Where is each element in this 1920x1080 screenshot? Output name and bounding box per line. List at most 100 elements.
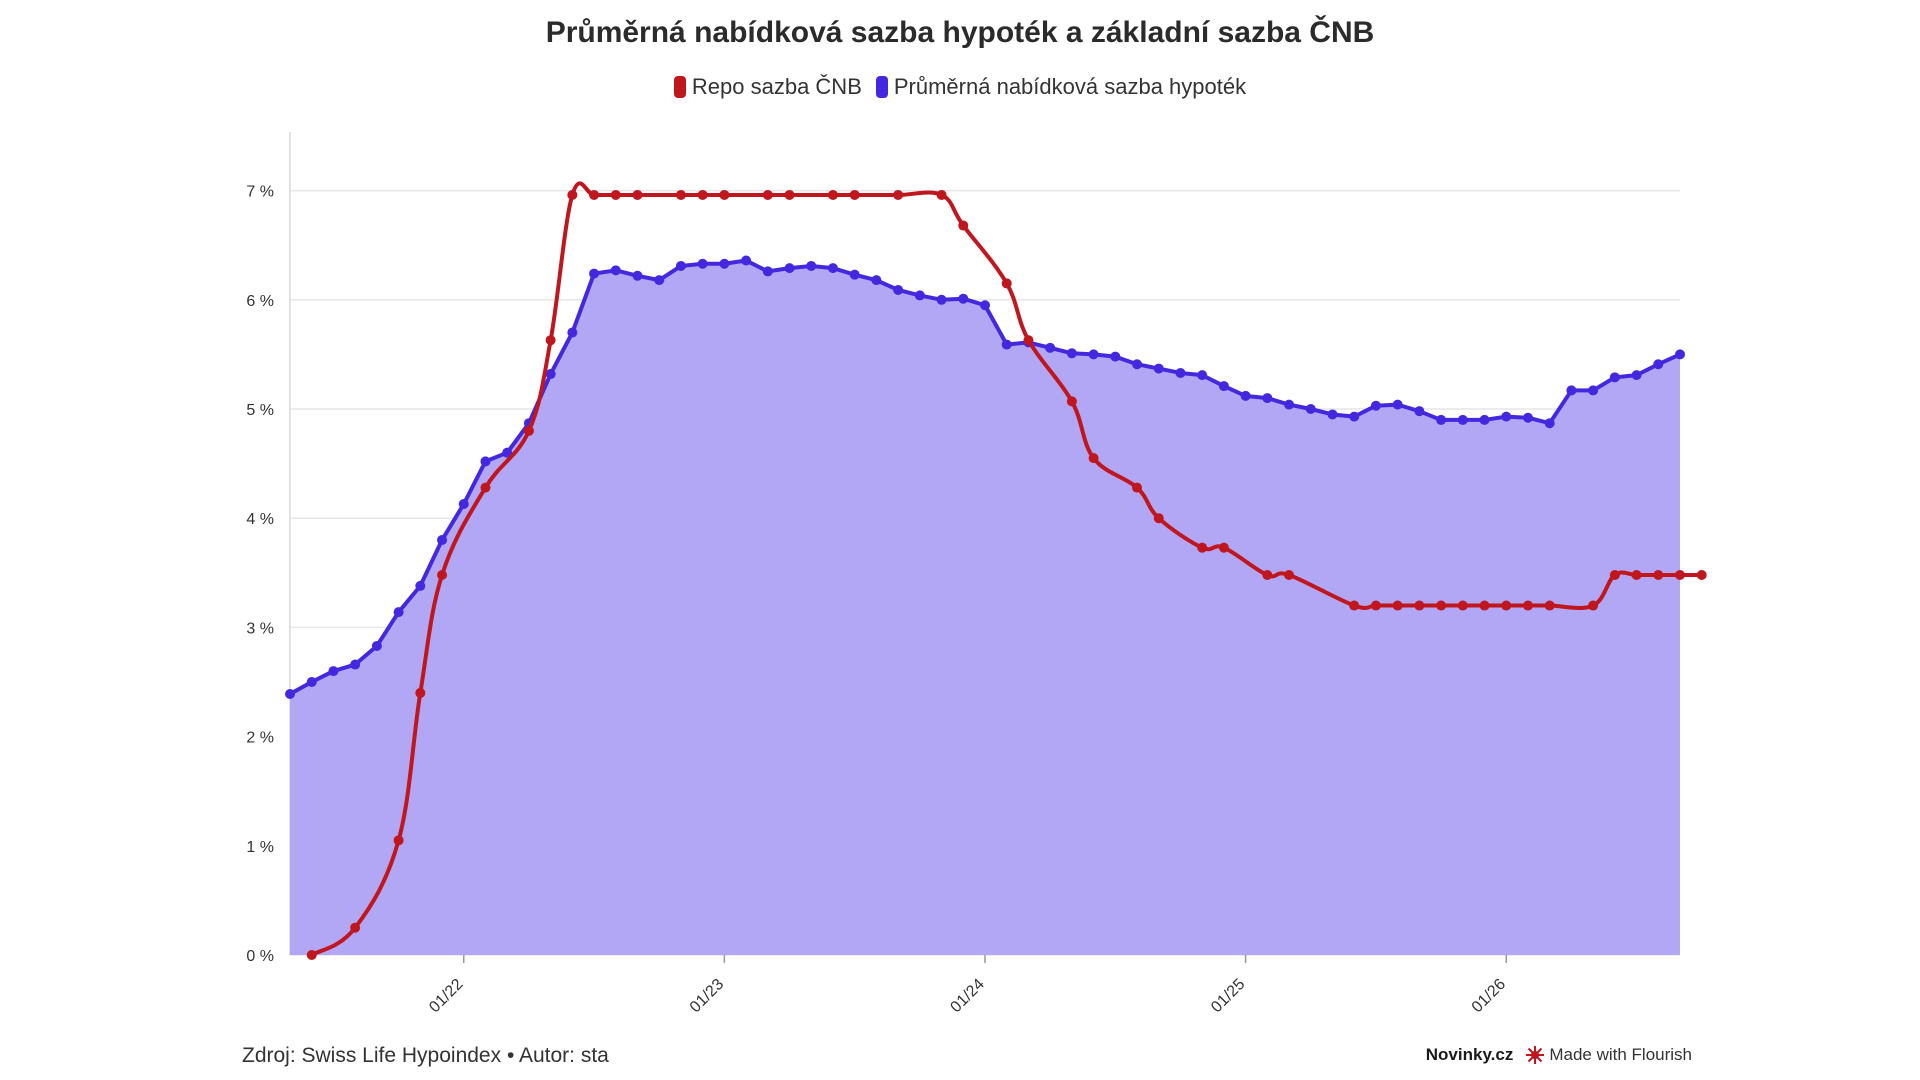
mortgage-point [762, 266, 773, 277]
mortgage-point [1501, 411, 1512, 422]
mortgage-point [741, 255, 752, 266]
mortgage-point [1262, 393, 1273, 404]
x-tick-label: 01/24 [947, 976, 987, 1016]
repo-point [1544, 600, 1555, 611]
repo-point [827, 189, 838, 200]
y-tick-label: 5 % [246, 402, 274, 419]
mortgage-point [1240, 390, 1251, 401]
repo-point [1023, 335, 1034, 346]
mortgage-point [437, 535, 448, 546]
mortgage-point [675, 260, 686, 271]
repo-point [1501, 600, 1512, 611]
mortgage-point [458, 499, 469, 510]
mortgage-point [697, 258, 708, 269]
mortgage-point [1045, 342, 1056, 353]
repo-point [1262, 569, 1273, 580]
mortgage-point [306, 677, 317, 687]
mortgage-point [1218, 381, 1229, 392]
repo-point [415, 687, 426, 698]
mortgage-point [980, 300, 990, 311]
repo-point [762, 189, 773, 200]
mortgage-point [1544, 418, 1555, 429]
mortgage-point [1175, 367, 1186, 378]
repo-point [1522, 600, 1533, 611]
mortgage-point [610, 265, 621, 276]
y-tick-label: 6 % [246, 293, 274, 310]
mortgage-point [480, 456, 491, 467]
mortgage-point [350, 659, 361, 670]
mortgage-point [1675, 349, 1685, 360]
mortgage-point [654, 275, 665, 286]
mortgage-point [1588, 385, 1599, 396]
repo-point [893, 189, 904, 200]
legend-item-mortgage[interactable]: Průměrná nabídková sazba hypoték [875, 74, 1247, 100]
repo-point [1392, 600, 1403, 611]
mortgage-point [1197, 370, 1208, 381]
flourish-credit[interactable]: Made with Flourish [1525, 1045, 1692, 1065]
mortgage-point [1088, 349, 1099, 360]
repo-point [306, 950, 317, 960]
repo-point [849, 189, 860, 200]
plot-area [285, 181, 1707, 960]
mortgage-point [393, 607, 404, 618]
repo-point [567, 189, 578, 200]
repo-point [1436, 600, 1447, 611]
brand-logo[interactable]: Novinky.cz [1425, 1045, 1514, 1064]
mortgage-point [784, 263, 795, 274]
repo-point [393, 835, 404, 846]
repo-point [1609, 569, 1620, 580]
x-tick-label: 01/25 [1208, 976, 1248, 1016]
legend-swatch-mortgage [875, 76, 888, 98]
mortgage-point [936, 294, 947, 305]
repo-point [545, 335, 556, 346]
legend-label-mortgage: Průměrná nabídková sazba hypoték [893, 74, 1247, 99]
y-tick-label: 0 % [246, 948, 274, 965]
mortgage-point [1132, 359, 1143, 370]
mortgage-point [1110, 351, 1121, 362]
x-tick-label: 01/26 [1469, 976, 1509, 1016]
repo-point [1066, 396, 1077, 407]
repo-point [1653, 569, 1664, 580]
repo-point [437, 569, 448, 580]
repo-point [1457, 600, 1468, 611]
mortgage-point [871, 275, 882, 286]
mortgage-point [1436, 414, 1447, 425]
y-tick-label: 7 % [246, 184, 274, 201]
mortgage-point [371, 640, 382, 651]
repo-point [480, 482, 491, 493]
repo-point [697, 189, 708, 200]
repo-point [1001, 278, 1012, 289]
mortgage-point [1566, 385, 1577, 396]
mortgage-point [893, 284, 904, 295]
mortgage-point [1153, 363, 1164, 374]
mortgage-point [1414, 406, 1425, 417]
legend-label-repo: Repo sazba ČNB [691, 74, 862, 99]
repo-point [1696, 569, 1707, 580]
repo-point [1588, 600, 1599, 611]
y-tick-label: 4 % [246, 511, 274, 528]
mortgage-point [1349, 411, 1360, 422]
repo-point [1479, 600, 1490, 611]
repo-point [1132, 482, 1143, 493]
legend-item-repo[interactable]: Repo sazba ČNB [673, 74, 862, 100]
repo-point [719, 189, 730, 200]
mortgage-point [914, 290, 925, 301]
legend-swatch-repo [673, 76, 686, 98]
mortgage-point [502, 447, 513, 458]
mortgage-point [1457, 414, 1468, 425]
mortgage-area [290, 260, 1680, 955]
mortgage-point [1479, 414, 1490, 425]
repo-point [1349, 600, 1360, 611]
repo-point [1153, 513, 1164, 524]
chart-title: Průměrná nabídková sazba hypoték a zákla… [545, 16, 1375, 49]
mortgage-point [1609, 372, 1620, 383]
mortgage-point [1305, 404, 1316, 414]
repo-point [936, 189, 947, 200]
repo-point [589, 189, 600, 200]
repo-point [1675, 569, 1685, 580]
mortgage-point [1066, 348, 1077, 359]
mortgage-point [719, 258, 730, 269]
flourish-icon [1526, 1046, 1545, 1064]
mortgage-point [328, 666, 339, 677]
